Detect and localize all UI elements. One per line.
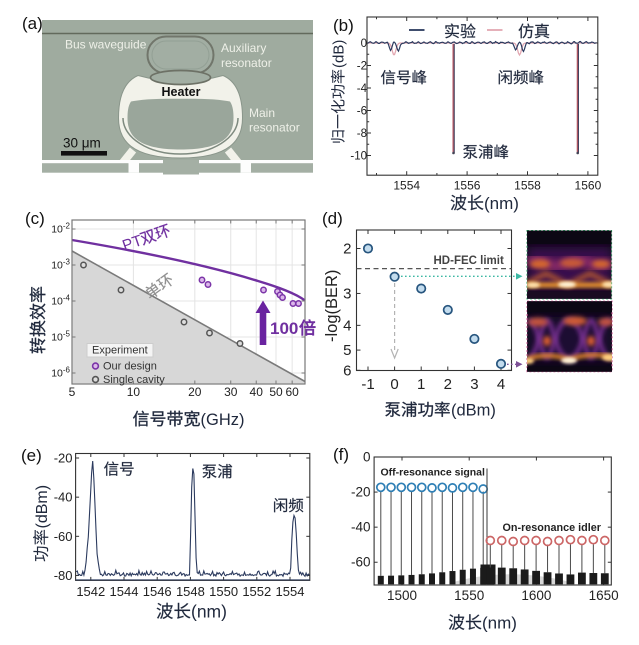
svg-text:Bus waveguide: Bus waveguide [65,38,147,52]
svg-text:2: 2 [343,241,351,258]
svg-text:20: 20 [188,385,202,399]
svg-text:Our design: Our design [103,361,157,373]
svg-text:5: 5 [343,342,351,359]
svg-text:-10: -10 [350,151,367,163]
svg-text:6: 6 [343,362,351,379]
svg-text:Auxiliary: Auxiliary [221,41,266,55]
svg-text:-80: -80 [54,568,73,583]
svg-text:1546: 1546 [143,584,172,599]
svg-text:2: 2 [444,376,452,393]
svg-text:0: 0 [363,450,371,465]
svg-text:Experiment: Experiment [92,345,148,357]
svg-text:1560: 1560 [575,179,602,193]
svg-text:(GHz): (GHz) [201,411,245,429]
svg-text:4: 4 [343,317,351,334]
svg-text:1558: 1558 [514,179,541,193]
svg-text:100: 100 [270,319,298,338]
svg-text:(nm): (nm) [482,614,517,633]
svg-text:1552: 1552 [242,584,271,599]
svg-text:-6: -6 [357,106,367,118]
svg-text:1554: 1554 [393,179,420,193]
svg-text:resonator: resonator [249,121,300,135]
svg-text:1550: 1550 [209,584,238,599]
svg-text:Single cavity: Single cavity [103,374,165,386]
svg-text:-20: -20 [351,485,371,500]
svg-text:1650: 1650 [589,588,619,603]
svg-text:30: 30 [224,385,238,399]
svg-text:-1: -1 [361,376,374,393]
svg-text:50: 50 [269,385,283,399]
svg-text:(b): (b) [333,16,354,35]
svg-text:60: 60 [285,385,299,399]
svg-text:0: 0 [361,38,367,50]
svg-text:10: 10 [127,385,141,399]
svg-text:1550: 1550 [454,588,484,603]
svg-text:40: 40 [250,385,264,399]
svg-text:-log(BER): -log(BER) [323,270,341,342]
svg-text:(dBm): (dBm) [451,402,496,420]
svg-text:-40: -40 [351,520,371,535]
svg-text:(a): (a) [22,14,43,33]
svg-text:(nm): (nm) [484,194,519,213]
svg-text:1600: 1600 [521,588,551,603]
svg-text:(d): (d) [322,209,343,228]
svg-text:(dB): (dB) [331,40,348,68]
svg-text:HD-FEC limit: HD-FEC limit [434,255,504,267]
svg-text:On-resonance idler: On-resonance idler [503,522,602,534]
svg-text:-8: -8 [357,128,367,140]
svg-text:-4: -4 [357,83,368,95]
svg-text:3: 3 [470,376,478,393]
svg-text:-60: -60 [54,529,73,544]
svg-text:1554: 1554 [276,584,305,599]
svg-text:1556: 1556 [454,179,481,193]
svg-text:-60: -60 [351,555,371,570]
svg-text:0: 0 [390,376,398,393]
svg-text:Main: Main [249,106,275,120]
svg-text:5: 5 [69,385,76,399]
svg-text:1500: 1500 [387,588,417,603]
svg-text:4: 4 [497,376,505,393]
svg-text:1544: 1544 [110,584,139,599]
svg-text:1: 1 [417,376,425,393]
svg-text:1542: 1542 [76,584,105,599]
svg-text:resonator: resonator [221,56,272,70]
svg-text:1548: 1548 [176,584,205,599]
svg-text:(c): (c) [25,209,45,228]
svg-text:-20: -20 [54,451,73,466]
svg-text:(nm): (nm) [191,602,227,622]
svg-text:(f): (f) [333,445,349,464]
svg-text:30 μm: 30 μm [63,136,101,151]
svg-text:-40: -40 [54,490,73,505]
svg-text:Heater: Heater [162,85,201,99]
svg-text:PT: PT [120,232,145,255]
svg-text:3: 3 [343,285,351,302]
svg-text:(dBm): (dBm) [34,485,51,529]
svg-text:Off-resonance signal: Off-resonance signal [381,467,486,479]
svg-text:(e): (e) [21,446,42,465]
svg-text:-2: -2 [357,61,367,73]
